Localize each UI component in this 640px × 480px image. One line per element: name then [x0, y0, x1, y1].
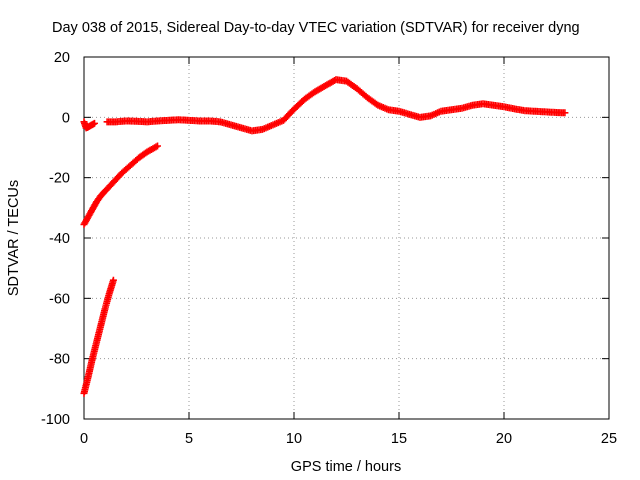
y-tick-label: 20	[54, 50, 70, 66]
series-rising-arc	[80, 142, 161, 228]
x-tick-label: 20	[496, 431, 512, 447]
tick-labels: 0 5 10 15 20 25 -100 -80 -60 -40 -20 0 20	[41, 50, 617, 447]
y-tick-label: -80	[49, 352, 70, 368]
series-main	[103, 76, 569, 135]
x-tick-label: 0	[80, 431, 88, 447]
x-tick-label: 25	[601, 431, 617, 447]
x-tick-label: 5	[185, 431, 193, 447]
plot-frame	[83, 56, 610, 420]
y-axis-label: SDTVAR / TECUs	[6, 180, 22, 296]
data-points	[80, 76, 569, 397]
x-tick-label: 15	[391, 431, 407, 447]
data-point	[561, 109, 569, 117]
x-tick-label: 10	[286, 431, 302, 447]
y-tick-label: 0	[62, 110, 70, 126]
y-tick-label: -100	[41, 412, 70, 428]
x-axis-label: GPS time / hours	[291, 459, 401, 475]
y-tick-label: -60	[49, 291, 70, 307]
data-point	[109, 276, 117, 284]
series-early-short	[80, 118, 98, 132]
data-point	[154, 142, 161, 150]
data-point	[152, 143, 160, 151]
chart-title: Day 038 of 2015, Sidereal Day-to-day VTE…	[52, 20, 580, 36]
y-tick-label: -20	[49, 171, 70, 187]
data-point	[91, 119, 98, 127]
series-steep-rise	[80, 276, 117, 397]
y-tick-label: -40	[49, 231, 70, 247]
